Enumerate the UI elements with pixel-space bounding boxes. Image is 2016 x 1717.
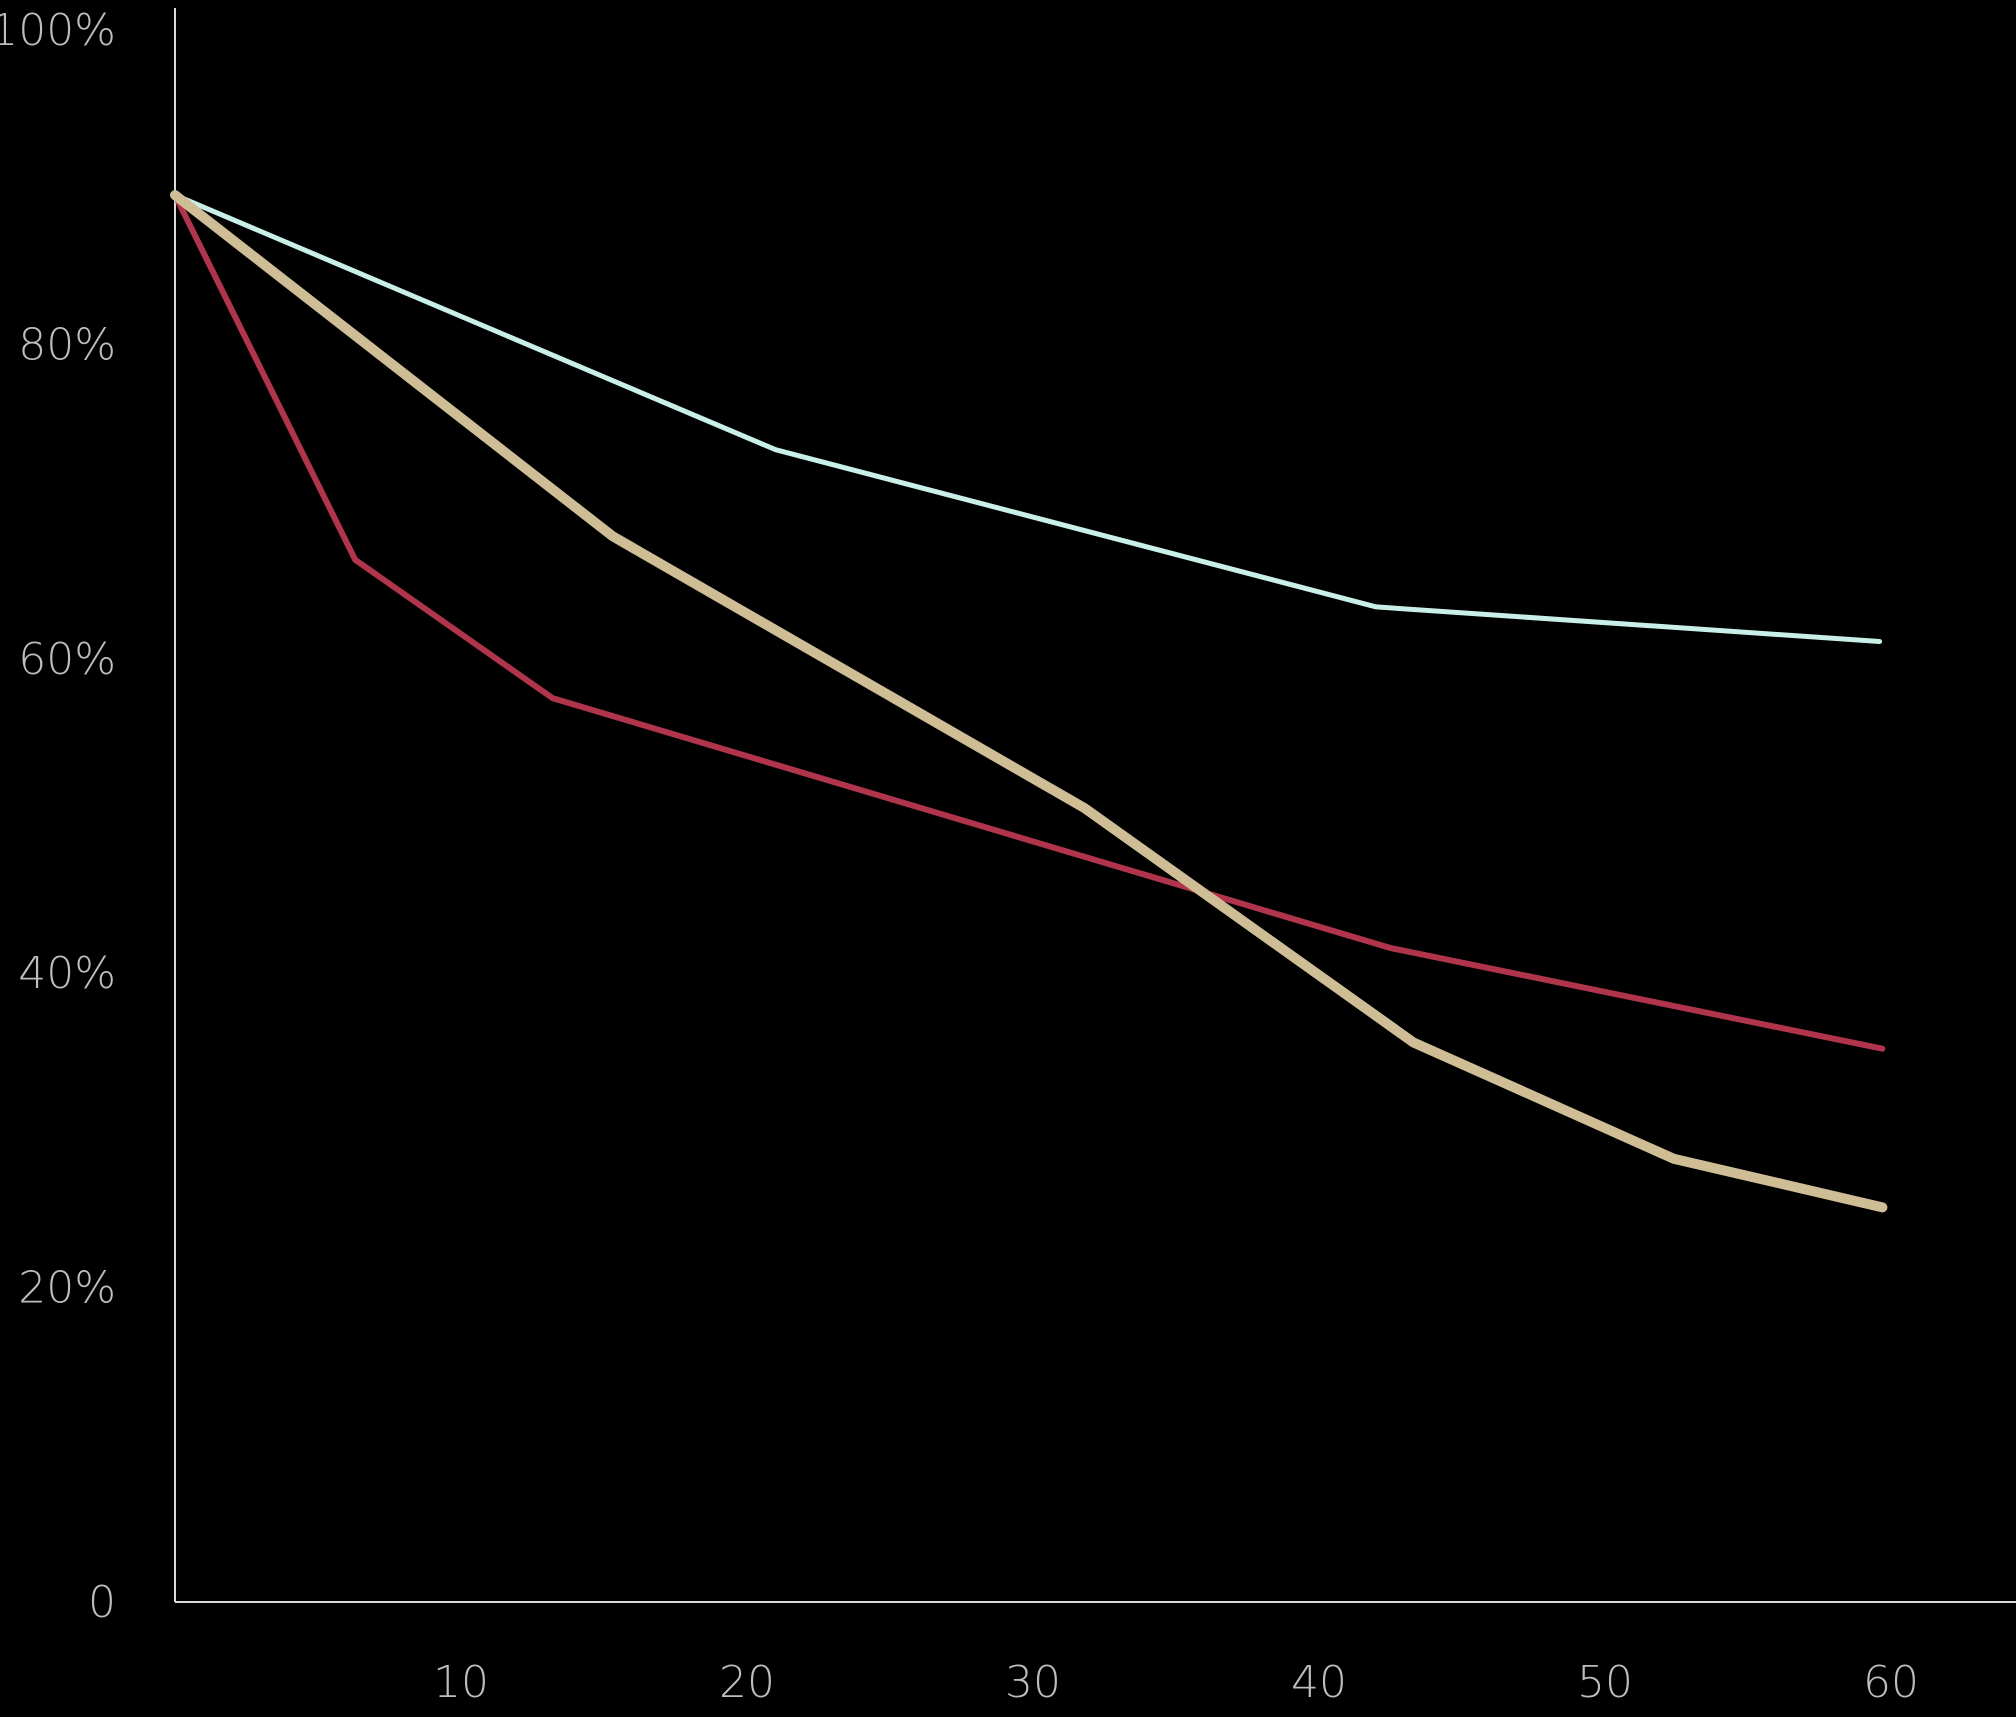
y-tick-label: 20% [18, 1263, 116, 1314]
series-line-1 [172, 192, 1883, 644]
x-tick-label: 40 [1291, 1657, 1347, 1708]
series-line-3 [170, 190, 1888, 1213]
series-lines [170, 190, 1888, 1213]
x-tick-labels: 10 20 30 40 50 60 [433, 1657, 1919, 1708]
y-tick-label: 100% [0, 5, 116, 56]
x-tick-label: 30 [1005, 1657, 1061, 1708]
series-line-2 [172, 192, 1886, 1052]
x-tick-label: 20 [719, 1657, 775, 1708]
y-tick-label: 60% [18, 634, 116, 685]
x-tick-label: 60 [1863, 1657, 1919, 1708]
y-tick-label: 40% [18, 948, 116, 999]
y-tick-labels: 0 20% 40% 60% 80% 100% [0, 5, 116, 1628]
y-tick-label: 0 [88, 1577, 116, 1628]
x-tick-label: 10 [433, 1657, 489, 1708]
axes [174, 8, 2016, 1603]
y-tick-label: 80% [18, 319, 116, 370]
x-tick-label: 50 [1577, 1657, 1633, 1708]
